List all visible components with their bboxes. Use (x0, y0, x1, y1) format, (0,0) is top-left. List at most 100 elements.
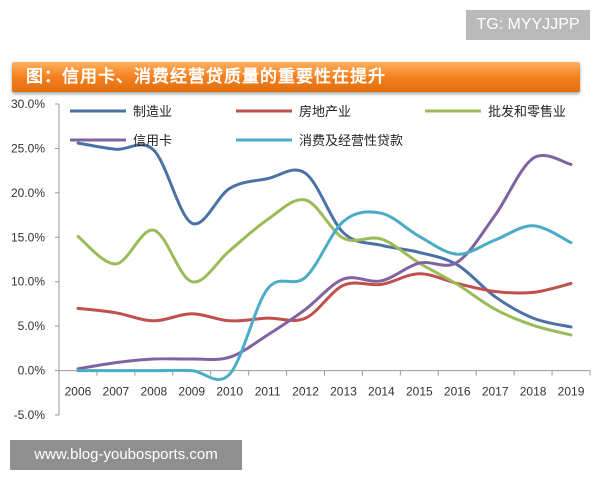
data-point-consumer-business-loans (304, 276, 307, 279)
data-point-credit-card (456, 261, 459, 264)
data-point-credit-card (570, 163, 573, 166)
data-point-wholesale-retail (152, 229, 155, 232)
data-point-manufacturing (570, 326, 573, 329)
data-point-consumer-business-loans (456, 253, 459, 256)
chart-title: 图：信用卡、消费经营贷质量的重要性在提升 (12, 62, 580, 92)
data-point-real-estate (342, 284, 345, 287)
x-tick-label: 2019 (558, 385, 585, 399)
x-tick-label: 2010 (216, 385, 243, 399)
data-point-real-estate (304, 317, 307, 320)
data-point-manufacturing (266, 177, 269, 180)
data-point-consumer-business-loans (418, 235, 421, 238)
data-point-consumer-business-loans (494, 239, 497, 242)
data-point-manufacturing (380, 244, 383, 247)
data-point-credit-card (304, 308, 307, 311)
data-point-credit-card (228, 356, 231, 359)
series-line-manufacturing (76, 141, 573, 329)
data-point-real-estate (77, 307, 80, 310)
series-line-real-estate (76, 272, 573, 323)
x-tick-label: 2013 (330, 385, 357, 399)
data-point-credit-card (114, 361, 117, 364)
data-point-real-estate (266, 317, 269, 320)
y-tick-label: 0.0% (18, 364, 46, 378)
x-tick-label: 2012 (292, 385, 319, 399)
data-point-manufacturing (77, 142, 80, 145)
data-point-manufacturing (304, 172, 307, 175)
x-tick-label: 2007 (103, 385, 130, 399)
data-point-consumer-business-loans (380, 212, 383, 215)
x-tick-label: 2015 (406, 385, 433, 399)
data-point-wholesale-retail (77, 235, 80, 238)
data-point-manufacturing (532, 317, 535, 320)
legend-label-real-estate: 房地产业 (299, 104, 351, 120)
series-line-consumer-business-loans (76, 210, 573, 381)
data-point-credit-card (266, 334, 269, 337)
x-tick-label: 2014 (368, 385, 395, 399)
data-point-consumer-business-loans (77, 369, 80, 372)
data-point-real-estate (228, 319, 231, 322)
series-line-wholesale-retail (76, 198, 573, 337)
data-point-real-estate (114, 311, 117, 314)
data-point-wholesale-retail (228, 249, 231, 252)
data-point-consumer-business-loans (114, 369, 117, 372)
data-point-real-estate (190, 312, 193, 315)
x-tick-label: 2011 (255, 385, 281, 399)
data-point-credit-card (532, 157, 535, 160)
data-point-consumer-business-loans (266, 287, 269, 290)
data-point-credit-card (380, 279, 383, 282)
x-tick-label: 2008 (140, 385, 167, 399)
data-point-consumer-business-loans (570, 241, 573, 244)
data-point-wholesale-retail (456, 283, 459, 286)
legend-label-consumer-business-loans: 消费及经营性贷款 (299, 134, 403, 149)
data-point-wholesale-retail (190, 280, 193, 283)
legend-label-credit-card: 信用卡 (133, 134, 172, 149)
data-point-manufacturing (228, 187, 231, 190)
data-point-manufacturing (494, 295, 497, 298)
y-tick-label: 10.0% (11, 275, 45, 289)
data-point-wholesale-retail (114, 262, 117, 265)
data-point-wholesale-retail (342, 237, 345, 240)
data-point-credit-card (494, 214, 497, 217)
x-tick-label: 2018 (520, 385, 547, 399)
data-point-manufacturing (342, 231, 345, 234)
data-point-real-estate (570, 282, 573, 285)
data-point-credit-card (342, 278, 345, 281)
data-point-consumer-business-loans (532, 224, 535, 227)
tg-badge: TG: MYYJJPP (466, 10, 590, 40)
y-tick-label: 30.0% (11, 97, 45, 111)
data-point-real-estate (532, 291, 535, 294)
data-point-real-estate (380, 283, 383, 286)
data-point-consumer-business-loans (152, 369, 155, 372)
data-point-wholesale-retail (570, 334, 573, 337)
data-point-real-estate (494, 290, 497, 293)
y-tick-label: 20.0% (11, 186, 45, 200)
series-line-credit-card (76, 153, 573, 371)
x-tick-label: 2017 (482, 385, 509, 399)
data-point-real-estate (418, 272, 421, 275)
data-point-wholesale-retail (380, 238, 383, 241)
data-point-consumer-business-loans (342, 220, 345, 223)
y-tick-label: 15.0% (11, 230, 45, 244)
legend-label-wholesale-retail: 批发和零售业 (488, 104, 566, 120)
x-tick-label: 2009 (178, 385, 205, 399)
legend-label-manufacturing: 制造业 (133, 105, 172, 120)
data-point-manufacturing (152, 149, 155, 152)
data-point-manufacturing (114, 148, 117, 151)
data-point-wholesale-retail (532, 324, 535, 327)
data-point-consumer-business-loans (190, 369, 193, 372)
y-tick-label: 5.0% (18, 319, 46, 333)
data-point-manufacturing (190, 222, 193, 225)
data-point-wholesale-retail (304, 199, 307, 202)
data-point-consumer-business-loans (228, 373, 231, 376)
y-tick-label: -5.0% (14, 408, 46, 422)
data-point-credit-card (190, 358, 193, 361)
data-point-credit-card (418, 262, 421, 265)
y-tick-label: 25.0% (11, 141, 45, 155)
data-point-wholesale-retail (494, 308, 497, 311)
x-tick-label: 2016 (444, 385, 471, 399)
data-point-wholesale-retail (266, 218, 269, 221)
data-point-credit-card (152, 358, 155, 361)
x-tick-label: 2006 (65, 385, 92, 399)
data-point-manufacturing (418, 251, 421, 254)
